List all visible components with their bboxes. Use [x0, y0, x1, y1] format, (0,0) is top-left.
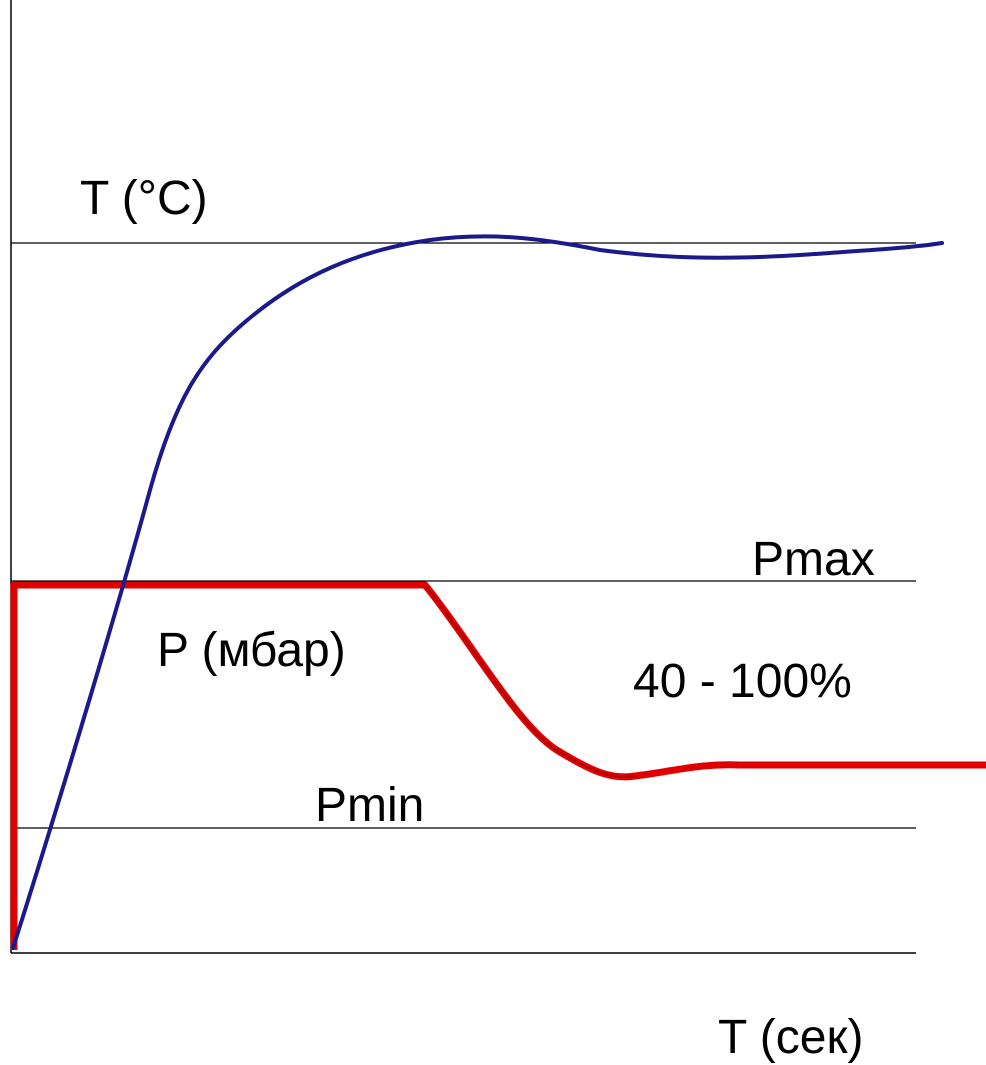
pmax-label: Pmax — [752, 533, 875, 586]
pressure-curve-core — [424, 584, 636, 778]
temperature-axis-label: T (°C) — [80, 172, 208, 225]
time-axis-label: T (сек) — [718, 1011, 863, 1064]
pressure-axis-label: P (мбар) — [157, 624, 346, 677]
percent-range-label: 40 - 100% — [633, 655, 852, 708]
pmin-label: Pmin — [315, 779, 424, 832]
temperature-curve — [11, 234, 944, 950]
